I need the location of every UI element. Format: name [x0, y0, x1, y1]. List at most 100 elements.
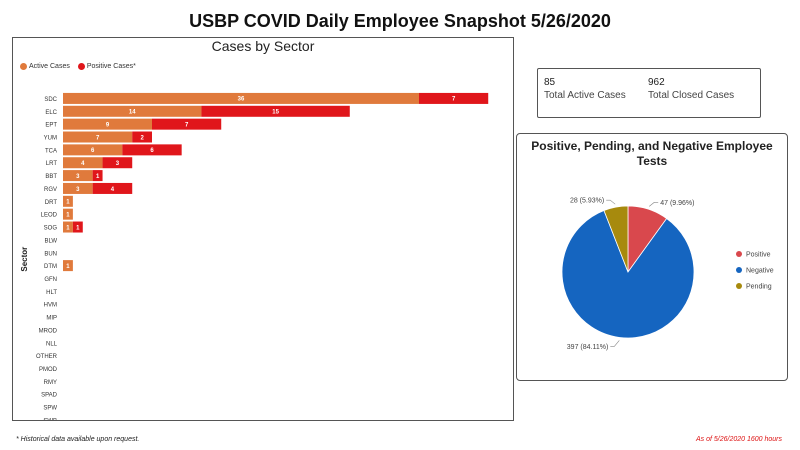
legend-dot-active — [20, 63, 27, 70]
bar-positive-cases-bbt[interactable] — [92, 170, 103, 182]
y-tick-label: SWB — [43, 418, 57, 420]
data-label: 4 — [111, 187, 115, 193]
bar-positive-cases-rgv[interactable] — [92, 182, 133, 194]
bar-chart-title: Cases by Sector — [211, 38, 315, 54]
y-tick-label: SDC — [44, 97, 57, 103]
pie-data-label: 47 (9.96%) — [660, 200, 694, 207]
bar-positive-cases-elc[interactable] — [201, 105, 350, 117]
pie-legend-label-negative[interactable]: Negative — [746, 268, 774, 275]
cases-by-sector-chart: Sector051015202530354045SDC367ELC1415EPT… — [20, 92, 489, 420]
y-tick-label: SPAD — [41, 393, 58, 399]
y-tick-label: SOG — [44, 226, 58, 232]
y-tick-label: HVM — [44, 303, 57, 309]
y-tick-label: DTM — [44, 264, 57, 270]
legend-label-active: Active Cases — [29, 63, 70, 70]
data-label: 15 — [272, 110, 279, 116]
data-label: 6 — [150, 148, 154, 154]
y-tick-label: EPT — [45, 123, 57, 129]
kpi-card: 85 Total Active Cases 962 Total Closed C… — [537, 68, 761, 118]
bar-active-cases-elc[interactable] — [63, 105, 202, 117]
data-label: 14 — [129, 110, 136, 116]
y-tick-label: LEOD — [41, 213, 58, 219]
legend-item-active[interactable]: Active Cases — [20, 63, 70, 70]
bar-chart-legend: Active Cases Positive Cases* — [20, 63, 142, 72]
bar-positive-cases-ept[interactable] — [152, 118, 222, 130]
bar-positive-cases-sdc[interactable] — [419, 92, 489, 104]
y-tick-label: TCA — [45, 148, 57, 154]
kpi-closed-label: Total Closed Cases — [648, 90, 735, 101]
bar-active-cases-tca[interactable] — [63, 144, 123, 156]
y-axis-title: Sector — [20, 247, 29, 272]
pie-data-label: 397 (84.11%) — [567, 344, 609, 351]
bar-positive-cases-tca[interactable] — [122, 144, 182, 156]
bar-active-cases-bbt[interactable] — [63, 170, 93, 182]
kpi-closed: 962 Total Closed Cases — [648, 77, 734, 101]
data-label: 2 — [140, 135, 144, 141]
y-tick-label: RMY — [44, 380, 57, 386]
pie-data-label: 28 (5.93%) — [570, 198, 604, 205]
data-label: 9 — [106, 122, 110, 128]
footnote: * Historical data available upon request… — [16, 436, 140, 443]
cases-by-sector-panel: Sector051015202530354045SDC367ELC1415EPT… — [12, 37, 514, 421]
data-label: 6 — [91, 148, 95, 154]
bar-active-cases-drt[interactable] — [63, 195, 73, 207]
data-label: 4 — [81, 161, 85, 167]
data-label: 7 — [185, 122, 189, 128]
bar-active-cases-yum[interactable] — [63, 131, 133, 143]
pie-leader-line — [649, 202, 659, 207]
y-tick-label: PMOD — [39, 367, 58, 373]
data-label: 3 — [116, 161, 120, 167]
y-tick-label: GFN — [44, 277, 57, 283]
legend-label-positive: Positive Cases* — [86, 63, 136, 70]
bar-active-cases-lrt[interactable] — [63, 157, 103, 169]
y-tick-label: SPW — [43, 406, 57, 412]
data-label: 1 — [66, 212, 70, 218]
bar-active-cases-ept[interactable] — [63, 118, 152, 130]
data-label: 1 — [66, 200, 70, 206]
bar-active-cases-sdc[interactable] — [63, 92, 419, 104]
employee-tests-pie-chart: 47 (9.96%) 397 (84.11%) 28 (5.93%) Positive… — [561, 198, 774, 351]
y-tick-label: MIP — [46, 316, 57, 322]
kpi-active: 85 Total Active Cases — [544, 77, 626, 101]
y-tick-label: BBT — [45, 174, 57, 180]
data-label: 3 — [76, 187, 80, 193]
legend-dot-positive — [77, 63, 85, 70]
y-tick-label: NLL — [46, 341, 58, 347]
data-label: 1 — [96, 174, 100, 180]
legend-item-positive[interactable]: Positive Cases* — [77, 63, 136, 70]
kpi-active-label: Total Active Cases — [544, 90, 626, 101]
kpi-closed-value: 962 — [648, 77, 665, 88]
y-tick-label: BLW — [44, 238, 57, 244]
bar-positive-cases-lrt[interactable] — [102, 157, 133, 169]
bar-active-cases-dtm[interactable] — [63, 260, 73, 272]
pie-chart-title: Positive, Pending, and Negative Employee… — [531, 139, 773, 168]
y-tick-label: RGV — [44, 187, 57, 193]
bar-active-cases-rgv[interactable] — [63, 182, 93, 194]
pie-legend-label-positive[interactable]: Positive — [746, 252, 771, 259]
bar-active-cases-leod[interactable] — [63, 208, 73, 220]
pie-slice-pending[interactable] — [603, 205, 629, 273]
y-tick-label: MROD — [39, 328, 58, 334]
data-label: 1 — [76, 225, 80, 231]
data-label: 7 — [96, 135, 100, 141]
bar-active-cases-sog[interactable] — [63, 221, 73, 233]
bar-positive-cases-yum[interactable] — [132, 131, 152, 143]
page-title: USBP COVID Daily Employee Snapshot 5/26/… — [189, 11, 611, 31]
y-tick-label: ELC — [45, 110, 57, 116]
y-tick-label: BUN — [44, 251, 57, 257]
bar-positive-cases-sog[interactable] — [72, 221, 83, 233]
pie-legend-label-pending[interactable]: Pending — [746, 284, 772, 291]
pie-leader-line — [610, 340, 620, 347]
as-of-timestamp: As of 5/26/2020 1600 hours — [695, 436, 782, 443]
pie-legend-dot-pending — [736, 283, 742, 289]
data-label: 7 — [452, 97, 456, 103]
employee-tests-panel: 47 (9.96%) 397 (84.11%) 28 (5.93%) Positive… — [516, 133, 788, 381]
y-tick-label: DRT — [45, 200, 58, 206]
kpi-active-value: 85 — [544, 77, 556, 88]
pie-slice-negative[interactable] — [561, 210, 695, 339]
data-label: 36 — [238, 97, 245, 103]
y-tick-label: OTHER — [36, 354, 58, 360]
y-tick-label: YUM — [44, 136, 57, 142]
y-tick-label: HLT — [46, 290, 57, 296]
pie-leader-line — [606, 199, 616, 205]
